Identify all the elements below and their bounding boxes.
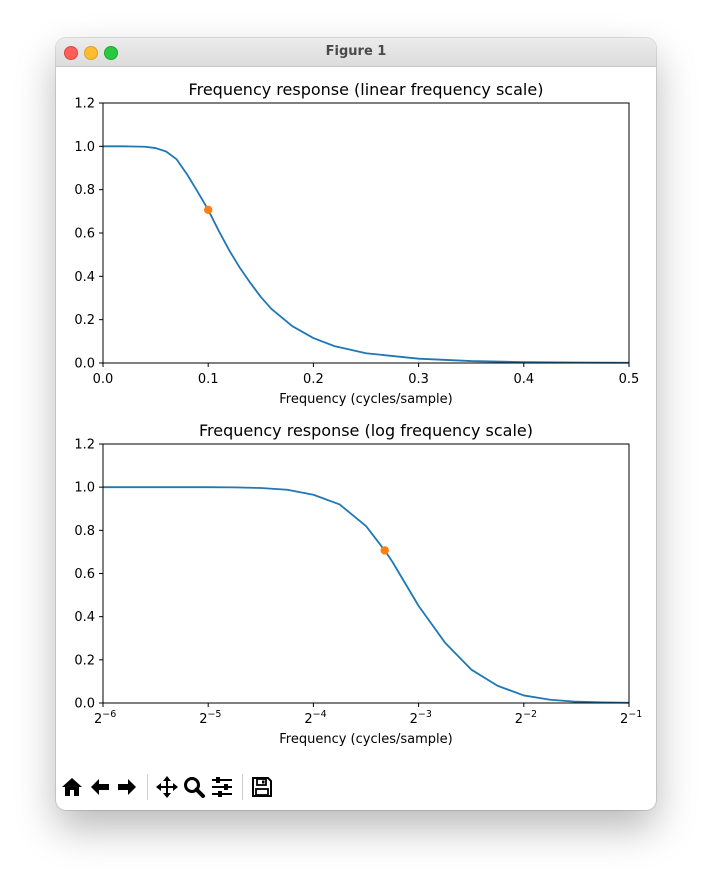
cutoff-marker [204, 205, 213, 215]
x-tick-label: 2−6 [94, 709, 116, 727]
x-axis-label: Frequency (cycles/sample) [279, 732, 452, 747]
toolbar-separator [242, 774, 243, 800]
y-tick-label: 0.6 [74, 567, 95, 582]
series-line [103, 145, 630, 364]
figure-canvas: Frequency response (linear frequency sca… [74, 80, 642, 747]
x-tick-label: 2−3 [410, 709, 432, 727]
pan-icon [156, 776, 178, 798]
close-window-button[interactable] [64, 46, 78, 60]
x-tick-label: 0.3 [408, 372, 429, 387]
x-tick-label: 0.4 [513, 372, 534, 387]
forward-arrow-icon [118, 779, 136, 795]
x-tick-label: 0.2 [303, 372, 324, 387]
zoom-button[interactable] [181, 774, 207, 800]
subplot-2: Frequency response (log frequency scale)… [74, 421, 642, 747]
y-tick-label: 0.2 [74, 313, 95, 328]
configure-subplots-button[interactable] [209, 774, 235, 800]
y-tick-label: 0.4 [74, 610, 95, 625]
y-tick-label: 0.6 [74, 227, 95, 242]
window-title: Figure 1 [325, 44, 387, 59]
title-bar: Figure 1 [56, 38, 656, 67]
x-tick-label: 0.0 [93, 372, 114, 387]
y-tick-label: 0.0 [74, 697, 95, 712]
zoom-icon [184, 777, 205, 798]
x-tick-label: 2−2 [515, 709, 537, 727]
y-tick-label: 1.2 [74, 438, 95, 453]
x-tick-label: 2−1 [620, 709, 642, 727]
chart-title: Frequency response (linear frequency sca… [189, 80, 544, 99]
cutoff-marker [380, 546, 389, 555]
toolbar-separator [147, 774, 148, 800]
x-tick-label: 0.1 [198, 372, 219, 387]
y-tick-label: 0.2 [74, 653, 95, 668]
pan-button[interactable] [154, 774, 180, 800]
chart-title: Frequency response (log frequency scale) [199, 421, 533, 440]
maximize-window-button[interactable] [104, 46, 118, 60]
save-icon [252, 777, 272, 797]
navigation-toolbar [56, 772, 656, 804]
series-line [103, 486, 630, 704]
y-tick-label: 0.8 [74, 183, 95, 198]
x-tick-label: 0.5 [619, 372, 640, 387]
back-arrow-icon [91, 779, 109, 795]
home-icon [62, 778, 82, 796]
minimize-window-button[interactable] [84, 46, 98, 60]
y-tick-label: 0.0 [74, 357, 95, 372]
axes-frame [102, 102, 630, 364]
x-tick-label: 2−5 [199, 709, 221, 727]
y-tick-label: 0.4 [74, 270, 95, 285]
forward-button[interactable] [114, 774, 140, 800]
configure-subplots-icon [212, 777, 232, 797]
y-tick-label: 0.8 [74, 524, 95, 539]
save-button[interactable] [249, 774, 275, 800]
y-tick-label: 1.0 [74, 140, 95, 155]
back-button[interactable] [87, 774, 113, 800]
x-tick-label: 2−4 [304, 709, 326, 727]
figure-window: Figure 1 Frequency response (linear freq… [56, 38, 656, 810]
y-tick-label: 1.2 [74, 97, 95, 112]
subplot-1: Frequency response (linear frequency sca… [74, 80, 639, 407]
x-axis-label: Frequency (cycles/sample) [279, 392, 452, 407]
home-button[interactable] [59, 774, 85, 800]
y-tick-label: 1.0 [74, 481, 95, 496]
axes-frame [102, 443, 630, 704]
